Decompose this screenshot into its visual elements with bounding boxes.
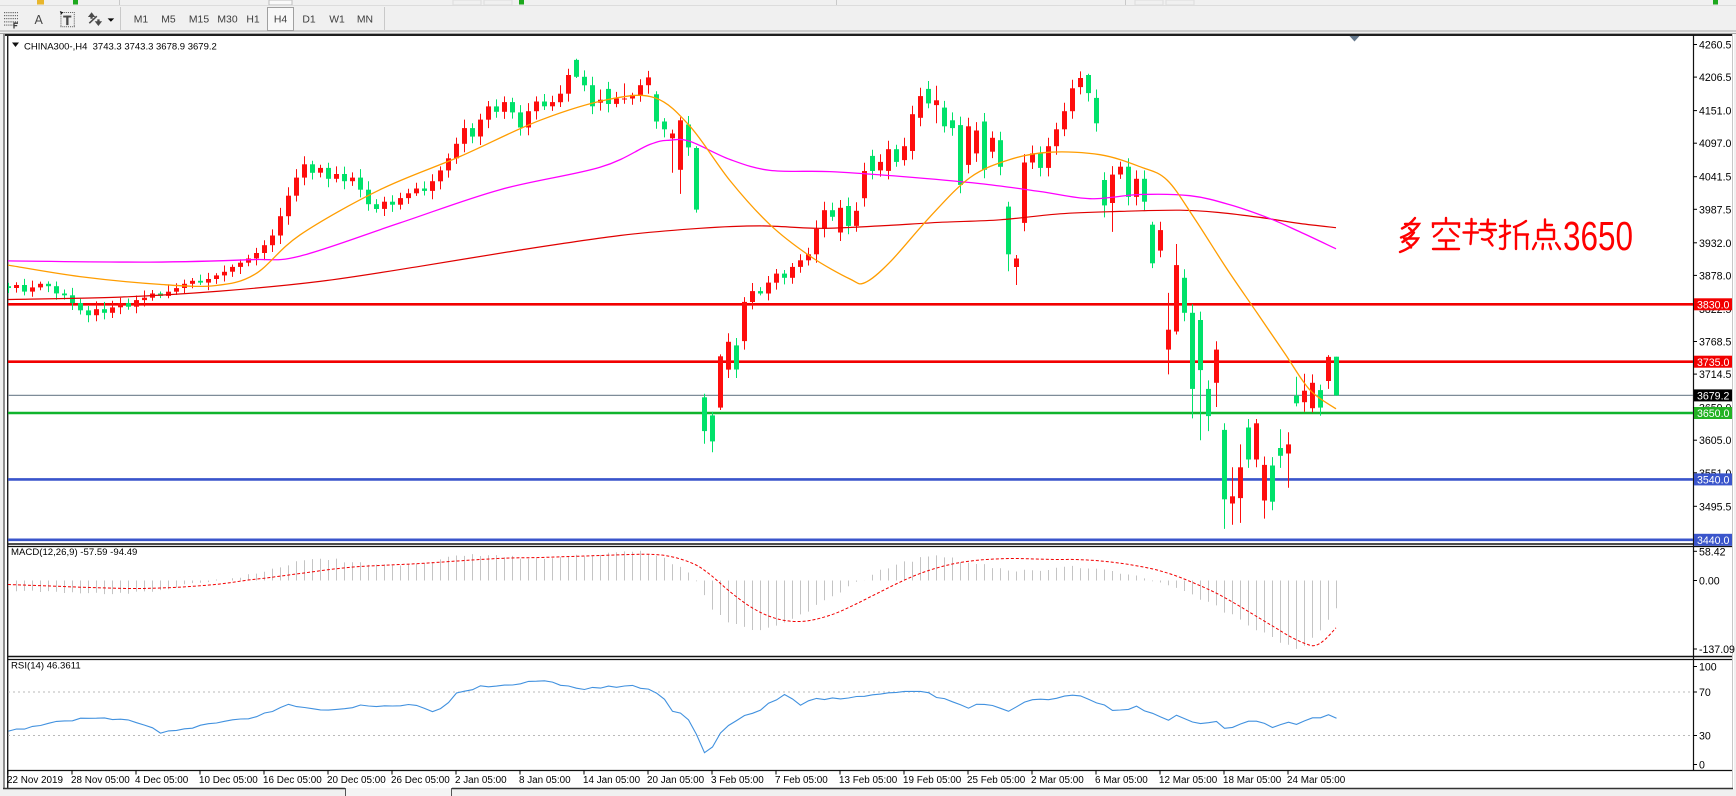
svg-text:D1: D1 bbox=[302, 15, 316, 26]
svg-text:19 Feb 05:00: 19 Feb 05:00 bbox=[903, 775, 962, 786]
svg-text:4260.5: 4260.5 bbox=[1699, 40, 1732, 52]
svg-text:H1: H1 bbox=[246, 15, 260, 26]
svg-text:25 Feb 05:00: 25 Feb 05:00 bbox=[967, 775, 1026, 786]
svg-text:20 Jan 05:00: 20 Jan 05:00 bbox=[647, 775, 705, 786]
svg-text:M1: M1 bbox=[134, 15, 149, 26]
svg-text:MN: MN bbox=[357, 15, 373, 26]
svg-text:28 Nov 05:00: 28 Nov 05:00 bbox=[71, 775, 130, 786]
svg-text:3440.0: 3440.0 bbox=[1697, 535, 1730, 547]
svg-text:3 Feb 05:00: 3 Feb 05:00 bbox=[711, 775, 764, 786]
svg-text:3714.5: 3714.5 bbox=[1699, 369, 1732, 381]
svg-text:12 Mar 05:00: 12 Mar 05:00 bbox=[1159, 775, 1218, 786]
svg-text:70: 70 bbox=[1699, 687, 1711, 699]
svg-text:4041.5: 4041.5 bbox=[1699, 172, 1732, 184]
svg-text:18 Mar 05:00: 18 Mar 05:00 bbox=[1223, 775, 1282, 786]
svg-text:3830.0: 3830.0 bbox=[1697, 300, 1730, 312]
svg-text:20 Dec 05:00: 20 Dec 05:00 bbox=[327, 775, 386, 786]
svg-text:M5: M5 bbox=[161, 15, 176, 26]
svg-text:MACD(12,26,9) -57.59 -94.49: MACD(12,26,9) -57.59 -94.49 bbox=[11, 547, 137, 558]
svg-text:8 Jan 05:00: 8 Jan 05:00 bbox=[519, 775, 571, 786]
svg-text:3650: 3650 bbox=[1563, 213, 1633, 259]
svg-text:14 Jan 05:00: 14 Jan 05:00 bbox=[583, 775, 641, 786]
svg-text:4206.5: 4206.5 bbox=[1699, 72, 1732, 84]
svg-text:4151.0: 4151.0 bbox=[1699, 106, 1732, 118]
svg-text:M15: M15 bbox=[189, 15, 209, 26]
svg-text:W1: W1 bbox=[329, 15, 345, 26]
svg-text:16 Dec 05:00: 16 Dec 05:00 bbox=[263, 775, 322, 786]
svg-text:3540.0: 3540.0 bbox=[1697, 475, 1730, 487]
svg-text:H4: H4 bbox=[274, 15, 288, 26]
svg-text:2 Mar 05:00: 2 Mar 05:00 bbox=[1031, 775, 1084, 786]
svg-text:0: 0 bbox=[1699, 760, 1705, 772]
svg-text:26 Dec 05:00: 26 Dec 05:00 bbox=[391, 775, 450, 786]
svg-text:3735.0: 3735.0 bbox=[1697, 357, 1730, 369]
svg-text:RSI(14) 46.3611: RSI(14) 46.3611 bbox=[11, 661, 81, 672]
svg-text:M30: M30 bbox=[217, 15, 237, 26]
svg-text:3679.2: 3679.2 bbox=[1697, 391, 1730, 403]
svg-text:-137.09: -137.09 bbox=[1699, 644, 1735, 656]
svg-text:3605.0: 3605.0 bbox=[1699, 435, 1732, 447]
svg-text:100: 100 bbox=[1699, 662, 1717, 674]
svg-text:13 Feb 05:00: 13 Feb 05:00 bbox=[839, 775, 898, 786]
svg-text:2 Jan 05:00: 2 Jan 05:00 bbox=[455, 775, 507, 786]
svg-text:3495.5: 3495.5 bbox=[1699, 501, 1732, 513]
svg-text:24 Mar 05:00: 24 Mar 05:00 bbox=[1287, 775, 1346, 786]
svg-text:3878.0: 3878.0 bbox=[1699, 270, 1732, 282]
svg-text:7 Feb 05:00: 7 Feb 05:00 bbox=[775, 775, 828, 786]
svg-text:30: 30 bbox=[1699, 731, 1711, 743]
svg-text:3987.5: 3987.5 bbox=[1699, 204, 1732, 216]
svg-text:6 Mar 05:00: 6 Mar 05:00 bbox=[1095, 775, 1148, 786]
svg-text:4 Dec 05:00: 4 Dec 05:00 bbox=[135, 775, 189, 786]
svg-text:3768.5: 3768.5 bbox=[1699, 337, 1732, 349]
svg-text:10 Dec 05:00: 10 Dec 05:00 bbox=[199, 775, 258, 786]
svg-text:CHINA300-,H4 3743.3 3743.3 36: CHINA300-,H4 3743.3 3743.3 3678.9 3679.2 bbox=[24, 42, 217, 53]
svg-text:3650.0: 3650.0 bbox=[1697, 408, 1730, 420]
svg-text:A: A bbox=[35, 13, 44, 27]
svg-text:3932.0: 3932.0 bbox=[1699, 238, 1732, 250]
svg-text:4097.0: 4097.0 bbox=[1699, 138, 1732, 150]
svg-text:0.00: 0.00 bbox=[1699, 576, 1720, 588]
svg-text:58.42: 58.42 bbox=[1699, 546, 1726, 558]
svg-text:22 Nov 2019: 22 Nov 2019 bbox=[7, 775, 64, 786]
